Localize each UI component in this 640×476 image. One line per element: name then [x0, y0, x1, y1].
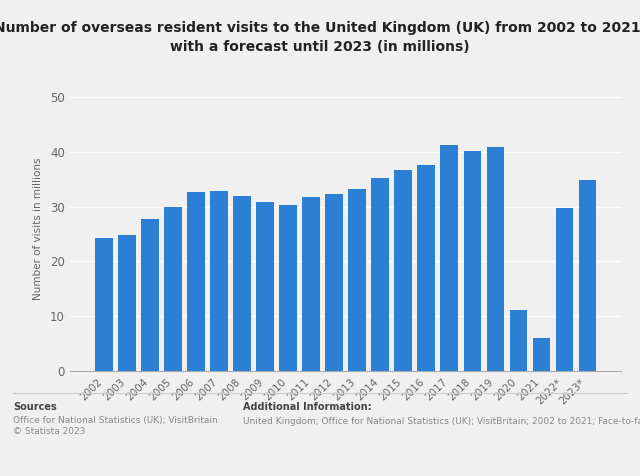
Bar — [95, 238, 113, 371]
Bar — [257, 201, 274, 371]
Bar — [164, 207, 182, 371]
Bar — [394, 170, 412, 371]
Bar — [141, 218, 159, 371]
Text: United Kingdom; Office for National Statistics (UK); VisitBritain; 2002 to 2021;: United Kingdom; Office for National Stat… — [243, 416, 640, 426]
Bar — [556, 208, 573, 371]
Text: Office for National Statistics (UK); VisitBritain
© Statista 2023: Office for National Statistics (UK); Vis… — [13, 416, 218, 436]
Bar — [417, 165, 435, 371]
Bar — [463, 151, 481, 371]
Bar — [234, 196, 251, 371]
Bar — [303, 197, 320, 371]
Bar — [280, 206, 297, 371]
Text: Number of overseas resident visits to the United Kingdom (UK) from 2002 to 2021,: Number of overseas resident visits to th… — [0, 21, 640, 54]
Bar — [579, 179, 596, 371]
Bar — [188, 192, 205, 371]
Y-axis label: Number of visits in millions: Number of visits in millions — [33, 157, 43, 300]
Bar — [211, 191, 228, 371]
Bar — [371, 178, 388, 371]
Bar — [326, 194, 343, 371]
Bar — [532, 338, 550, 371]
Bar — [348, 189, 365, 371]
Text: Sources: Sources — [13, 402, 56, 412]
Bar — [509, 310, 527, 371]
Text: Additional Information:: Additional Information: — [243, 402, 372, 412]
Bar — [118, 235, 136, 371]
Bar — [486, 147, 504, 371]
Bar — [440, 145, 458, 371]
